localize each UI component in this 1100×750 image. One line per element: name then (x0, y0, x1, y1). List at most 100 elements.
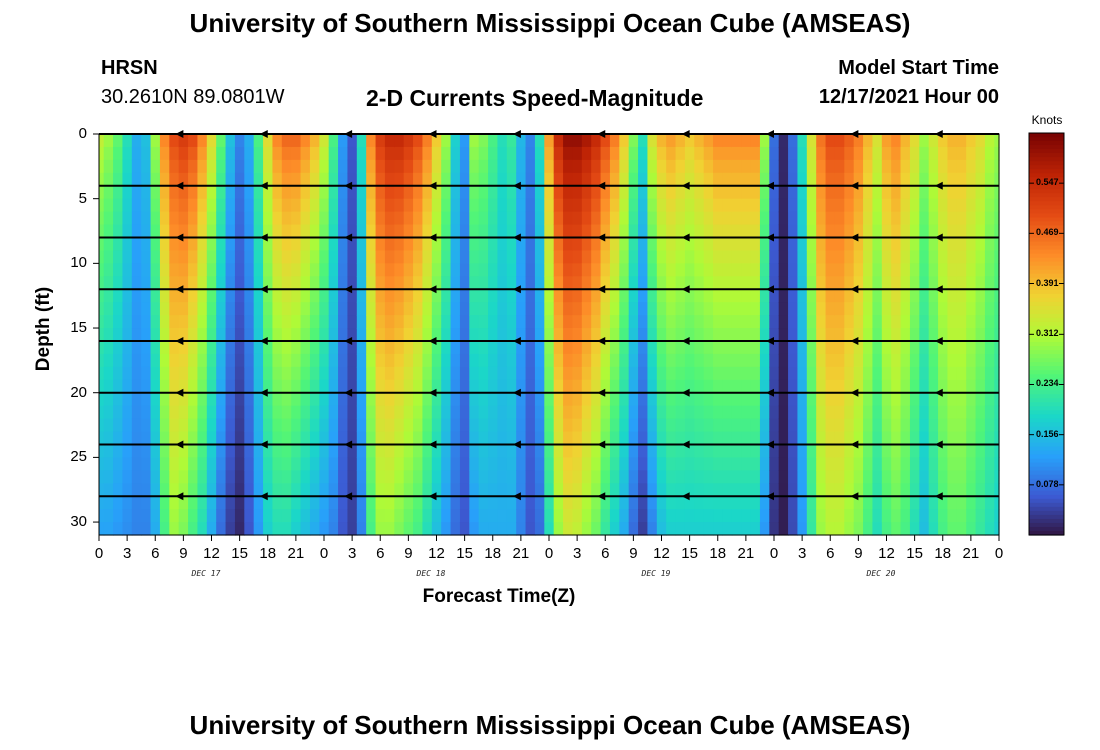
heatmap-cell (506, 340, 517, 355)
heatmap-cell (488, 444, 499, 458)
heatmap-cell (150, 444, 161, 458)
vector-arrowhead (175, 492, 184, 501)
heatmap-cell (881, 289, 892, 303)
heatmap-cell (356, 457, 367, 471)
heatmap-cell (319, 198, 330, 213)
heatmap-cell (713, 496, 724, 510)
heatmap-cell (216, 509, 227, 523)
heatmap-cell (713, 211, 724, 226)
heatmap-cell (291, 379, 302, 394)
heatmap-cell (506, 457, 517, 471)
heatmap-cell (272, 379, 283, 394)
heatmap-cell (956, 302, 967, 316)
heatmap-cell (647, 211, 658, 226)
heatmap-cell (600, 340, 611, 355)
heatmap-cell (544, 522, 555, 536)
heatmap-cell (919, 198, 930, 213)
heatmap-cell (525, 302, 536, 316)
heatmap-cell (206, 237, 217, 252)
heatmap-cell (834, 224, 845, 239)
heatmap-cell (478, 263, 489, 277)
heatmap-cell (956, 340, 967, 355)
heatmap-cell (178, 496, 189, 510)
heatmap-cell (234, 483, 245, 497)
heatmap-cell (656, 224, 667, 239)
heatmap-cell (384, 172, 395, 187)
colorbar-cell (1029, 237, 1064, 243)
vector-arrowhead (512, 285, 521, 294)
heatmap-cell (384, 340, 395, 355)
heatmap-cell (994, 418, 1000, 433)
heatmap-cell (281, 366, 292, 381)
heatmap-cell (853, 522, 864, 536)
heatmap-cell (881, 159, 892, 174)
heatmap-cell (628, 172, 639, 187)
heatmap-cell (591, 340, 602, 355)
heatmap-cell (188, 134, 199, 148)
heatmap-cell (441, 263, 452, 277)
heatmap-cell (113, 353, 124, 368)
heatmap-cell (572, 444, 583, 458)
heatmap-cell (741, 315, 752, 329)
heatmap-cell (881, 224, 892, 239)
heatmap-cell (891, 172, 902, 187)
x-tick-label: 15 (681, 545, 698, 562)
heatmap-cell (309, 159, 320, 174)
heatmap-cell (984, 366, 995, 381)
heatmap-cell (863, 392, 874, 407)
heatmap-cell (159, 379, 170, 394)
heatmap-cell (891, 509, 902, 523)
heatmap-cell (253, 224, 264, 239)
heatmap-cell (675, 146, 686, 161)
heatmap-cell (544, 418, 555, 433)
heatmap-cell (713, 185, 724, 200)
heatmap-cell (206, 159, 217, 174)
heatmap-cell (450, 198, 461, 213)
heatmap-cell (375, 366, 386, 381)
heatmap-cell (909, 237, 920, 252)
heatmap-cell (919, 483, 930, 497)
heatmap-cell (909, 522, 920, 536)
heatmap-cell (759, 509, 770, 523)
heatmap-cell (778, 353, 789, 368)
heatmap-cell (909, 353, 920, 368)
heatmap-cell (394, 315, 405, 329)
heatmap-cell (675, 250, 686, 264)
heatmap-cell (131, 198, 142, 213)
heatmap-cell (206, 353, 217, 368)
heatmap-cell (450, 134, 461, 148)
heatmap-cell (356, 366, 367, 381)
heatmap-cell (713, 405, 724, 420)
heatmap-cell (666, 496, 677, 510)
heatmap-cell (188, 353, 199, 368)
heatmap-cell (506, 379, 517, 394)
heatmap-cell (150, 522, 161, 536)
heatmap-cell (450, 444, 461, 458)
heatmap-cell (506, 444, 517, 458)
heatmap-cell (328, 470, 339, 484)
heatmap-cell (403, 134, 414, 148)
heatmap-cell (366, 289, 377, 303)
heatmap-cell (394, 496, 405, 510)
heatmap-cell (263, 289, 274, 303)
heatmap-cell (806, 224, 817, 239)
heatmap-cell (366, 379, 377, 394)
heatmap-cell (375, 250, 386, 264)
vector-arrowhead (175, 388, 184, 397)
heatmap-cell (581, 224, 592, 239)
heatmap-cell (159, 405, 170, 420)
heatmap-cell (122, 457, 133, 471)
heatmap-cell (778, 250, 789, 264)
heatmap-cell (206, 483, 217, 497)
heatmap-cell (159, 328, 170, 342)
heatmap-cell (450, 522, 461, 536)
heatmap-cell (422, 353, 433, 368)
heatmap-cell (928, 496, 939, 510)
heatmap-cell (581, 392, 592, 407)
heatmap-cell (459, 431, 470, 446)
heatmap-cell (553, 172, 564, 187)
vector-arrowhead (259, 336, 268, 345)
heatmap-cell (141, 198, 152, 213)
vector-arrowhead (934, 440, 943, 449)
heatmap-cell (825, 522, 836, 536)
